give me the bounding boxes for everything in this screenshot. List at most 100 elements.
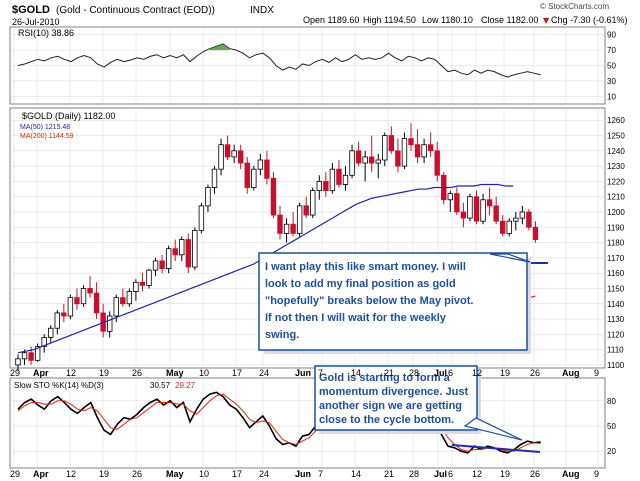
ma50-label: MA(50) 1215.48	[20, 124, 70, 131]
candle-body	[342, 174, 349, 185]
sto-d-value: 29.27	[175, 381, 196, 390]
sto-series	[17, 391, 541, 454]
price-tick-label: 1260	[607, 116, 625, 125]
candle-body	[211, 168, 218, 188]
candle-body	[336, 168, 342, 185]
price-tick-label: 1200	[607, 208, 625, 217]
candle-body	[264, 159, 270, 179]
x-axis-label: May	[166, 368, 184, 378]
x-axis-label: 21	[384, 469, 394, 479]
candle-body	[34, 346, 41, 361]
sto-k-line	[17, 391, 541, 454]
x-axis-label: 17	[232, 368, 242, 378]
candle-body	[467, 196, 473, 219]
candle-body	[401, 138, 408, 167]
candle-body	[93, 292, 100, 314]
candle-body	[506, 220, 512, 234]
candle-body	[486, 199, 493, 207]
x-axis-label: 6	[448, 469, 453, 479]
price-tick-label: 1110	[607, 346, 624, 355]
candle-body	[355, 150, 362, 164]
candle-body	[179, 239, 185, 256]
sto-tick-label: 80	[607, 397, 616, 406]
candle-body	[139, 281, 146, 286]
candle-body	[323, 181, 329, 191]
candle-body	[218, 144, 224, 170]
candle-body	[532, 226, 539, 240]
rsi-tick-label: 50	[607, 62, 616, 71]
callout-2-line: another sign we are getting	[319, 400, 462, 412]
x-axis-label: 7	[318, 469, 323, 479]
callout-2-line: close to the cycle bottom.	[319, 414, 454, 426]
rsi-tick-label: 10	[607, 92, 616, 101]
sto-label: Slow STO %K(14) %D(3)	[14, 381, 104, 390]
x-axis-label: Apr	[33, 368, 49, 378]
callout-2-line: momentum divergence. Just	[319, 386, 468, 398]
x-axis-label: 26	[530, 469, 540, 479]
callout-1	[258, 252, 528, 351]
price-tick-label: 1210	[607, 193, 625, 202]
header-date: 26-Jul-2010	[12, 17, 60, 27]
x-axis-label: 9	[594, 368, 599, 378]
price-tick-label: 1230	[607, 162, 625, 171]
candle-body	[303, 205, 309, 216]
price-tick-label: 1120	[607, 330, 625, 339]
candle-body	[473, 196, 480, 222]
x-axis-label: 12	[472, 368, 482, 378]
rsi-tick-label: 70	[607, 46, 616, 55]
x-axis-label: Aug	[562, 368, 580, 378]
candle-body	[296, 205, 303, 234]
x-axis-label: 24	[259, 469, 269, 479]
x-axis-label: 9	[594, 469, 599, 479]
header-symbol: $GOLD	[12, 4, 50, 16]
rsi-overbought-fill	[209, 43, 230, 51]
candle-body	[519, 211, 526, 219]
candle-body	[48, 327, 54, 338]
callout-1-line: look to add my final position as gold	[265, 278, 456, 290]
candle-body	[237, 150, 244, 164]
candle-body	[329, 168, 336, 191]
x-axis-label: May	[166, 469, 184, 479]
candle-body	[447, 193, 453, 201]
callout-1-line: "hopefully" breaks below the May pivot.	[265, 295, 473, 307]
candle-body	[165, 248, 172, 269]
quote-open: Open 1189.60	[303, 15, 359, 25]
divergence-line	[451, 444, 541, 453]
candle-body	[460, 211, 467, 219]
candle-body	[113, 297, 119, 317]
candle-body	[513, 217, 519, 222]
x-axis-label: 26	[530, 368, 540, 378]
candle-body	[61, 312, 67, 317]
candle-body	[54, 312, 60, 329]
sto-k-value: 30.57	[150, 381, 171, 390]
x-axis-label: 7	[318, 368, 323, 378]
rsi-tick-label: 30	[607, 77, 616, 86]
candle-body	[41, 337, 47, 347]
x-axis-label: Jun	[295, 469, 311, 479]
candle-body	[382, 135, 388, 161]
quote-high: High 1194.50	[363, 15, 416, 25]
x-axis-label: 19	[500, 469, 510, 479]
candle-body	[454, 193, 460, 213]
candle-body	[198, 205, 205, 231]
candle-body	[349, 150, 355, 176]
candle-body	[310, 190, 316, 216]
candle-body	[480, 199, 486, 222]
candle-body	[159, 260, 165, 269]
candle-body	[28, 352, 34, 361]
quote-low: Low 1180.10	[422, 15, 473, 25]
price-tick-label: 1190	[607, 223, 625, 232]
candle-body	[499, 220, 506, 234]
price-tick-label: 1150	[607, 284, 625, 293]
x-axis-label: 12	[66, 469, 76, 479]
rsi-label: RSI(10) 38.86	[18, 28, 74, 38]
callout-2	[314, 365, 478, 431]
callout-1-line: swing.	[265, 329, 299, 341]
candle-body	[251, 168, 257, 188]
chg-arrow-icon: ▼	[543, 16, 550, 25]
candle-body	[408, 138, 414, 146]
candle-body	[107, 315, 113, 332]
x-axis-label: 19	[99, 469, 109, 479]
candle-body	[67, 297, 74, 317]
